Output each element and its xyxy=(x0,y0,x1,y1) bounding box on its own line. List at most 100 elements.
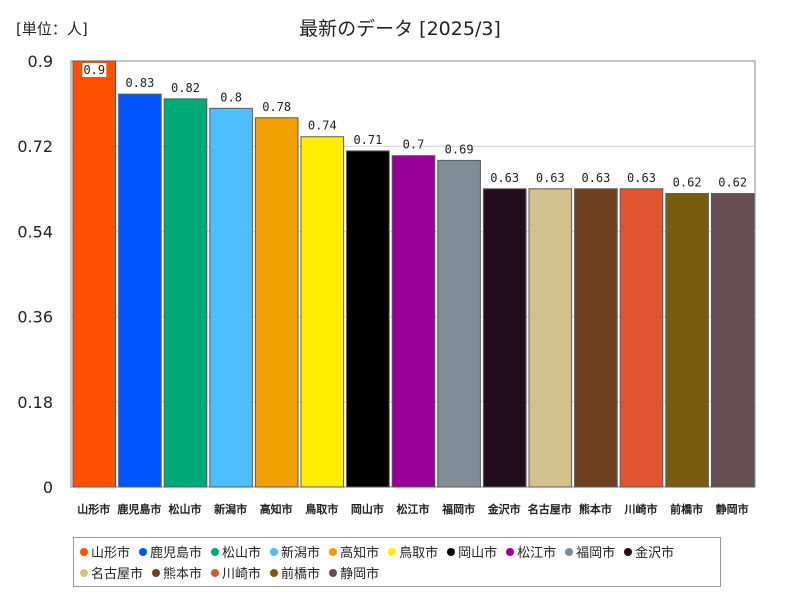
legend-item: 鳥取市 xyxy=(388,541,438,562)
x-tick-label: 松山市 xyxy=(169,502,202,516)
bar xyxy=(254,117,299,488)
bar xyxy=(574,188,618,488)
bar xyxy=(163,98,208,488)
bar xyxy=(619,188,664,488)
legend-item: 高知市 xyxy=(329,541,379,562)
legend-marker xyxy=(624,547,633,556)
value-label: 0.82 xyxy=(171,81,200,95)
bar xyxy=(72,60,117,488)
legend-label: 前橋市 xyxy=(281,567,321,582)
legend-marker xyxy=(447,547,456,556)
value-label: 0.63 xyxy=(536,171,565,185)
legend-marker xyxy=(80,547,88,556)
bar xyxy=(482,188,527,488)
value-label-bg xyxy=(82,63,107,77)
legend-marker xyxy=(388,547,397,556)
value-label: 0.69 xyxy=(445,142,474,156)
value-label: 0.74 xyxy=(308,119,337,133)
legend-marker xyxy=(329,547,338,556)
x-tick-label: 高知市 xyxy=(260,502,293,516)
x-tick-label: 前橋市 xyxy=(670,502,703,516)
legend-marker xyxy=(565,547,574,556)
legend-item: 名古屋市 xyxy=(80,562,143,583)
x-tick-label: 熊本市 xyxy=(579,502,612,516)
legend-label: 熊本市 xyxy=(163,567,203,582)
legend-item: 前橋市 xyxy=(270,562,320,583)
x-tick-label: 名古屋市 xyxy=(528,502,572,516)
legend-label: 松山市 xyxy=(222,546,262,561)
legend-item: 金沢市 xyxy=(624,541,674,562)
bar xyxy=(118,93,162,488)
legend-label: 鳥取市 xyxy=(399,546,439,561)
bar xyxy=(300,136,345,488)
legend-item: 鹿児島市 xyxy=(139,541,202,562)
x-tick-label: 鹿児島市 xyxy=(117,502,161,516)
value-label: 0.7 xyxy=(403,138,425,152)
x-tick-label: 新潟市 xyxy=(214,502,247,516)
legend-label: 新潟市 xyxy=(281,546,321,561)
legend-label: 岡山市 xyxy=(458,546,498,561)
legend-marker xyxy=(211,547,220,556)
unit-label: [単位：人] xyxy=(16,20,88,38)
legend-label: 福岡市 xyxy=(576,546,616,561)
legend-item: 山形市 xyxy=(80,541,130,562)
value-label: 0.8 xyxy=(220,90,242,104)
legend-marker xyxy=(270,547,279,556)
bar xyxy=(528,188,573,488)
x-tick-label: 金沢市 xyxy=(487,502,521,516)
legend-label: 名古屋市 xyxy=(91,567,144,582)
bar xyxy=(665,193,709,488)
legend-label: 川崎市 xyxy=(222,567,262,582)
value-label: 0.63 xyxy=(490,171,519,185)
y-tick-label: 0 xyxy=(43,478,53,497)
legend-marker xyxy=(152,568,161,577)
legend-marker xyxy=(139,547,148,556)
y-tick-label: 0.18 xyxy=(17,393,53,412)
legend-marker xyxy=(80,568,88,577)
value-label: 0.78 xyxy=(262,100,291,114)
y-tick-label: 0.9 xyxy=(28,52,53,71)
legend-item: 熊本市 xyxy=(152,562,202,583)
x-tick-label: 鳥取市 xyxy=(305,502,338,516)
legend-label: 松江市 xyxy=(517,546,557,561)
legend-marker xyxy=(506,547,515,556)
x-tick-label: 静岡市 xyxy=(716,502,749,516)
legend-item: 岡山市 xyxy=(447,541,497,562)
legend-marker xyxy=(270,568,279,577)
legend-label: 山形市 xyxy=(91,546,131,561)
bar xyxy=(710,193,755,488)
y-tick-label: 0.72 xyxy=(17,137,53,156)
value-label: 0.83 xyxy=(125,76,154,90)
legend-label: 高知市 xyxy=(340,546,380,561)
bar xyxy=(391,155,436,488)
legend-label: 鹿児島市 xyxy=(150,546,203,561)
legend-item: 松江市 xyxy=(506,541,556,562)
legend-item: 静岡市 xyxy=(329,562,379,583)
legend: 山形市 鹿児島市 松山市 新潟市 高知市 鳥取市 岡山市 松江市 福岡市 金沢市名古屋市 熊本市 川崎… xyxy=(73,537,721,587)
legend-label: 静岡市 xyxy=(340,567,380,582)
x-tick-label: 山形市 xyxy=(77,502,110,516)
bar xyxy=(437,159,481,488)
bar xyxy=(209,107,253,488)
x-tick-label: 松江市 xyxy=(397,502,430,516)
value-label: 0.62 xyxy=(718,176,747,190)
value-label: 0.63 xyxy=(581,171,610,185)
value-label: 0.62 xyxy=(673,176,702,190)
y-tick-label: 0.54 xyxy=(17,222,53,241)
legend-item: 福岡市 xyxy=(565,541,615,562)
legend-item: 松山市 xyxy=(211,541,261,562)
legend-item: 新潟市 xyxy=(270,541,320,562)
value-label: 0.71 xyxy=(353,133,382,147)
bar xyxy=(346,150,390,488)
y-tick-label: 0.36 xyxy=(17,308,53,327)
legend-marker xyxy=(211,568,220,577)
legend-label: 金沢市 xyxy=(635,546,675,561)
x-tick-label: 岡山市 xyxy=(351,502,384,516)
chart-title: 最新のデータ [2025/3] xyxy=(299,18,501,40)
legend-item: 川崎市 xyxy=(211,562,261,583)
x-tick-label: 川崎市 xyxy=(624,502,658,516)
value-label: 0.9 xyxy=(83,63,105,77)
x-tick-label: 福岡市 xyxy=(441,502,475,516)
value-label: 0.63 xyxy=(627,171,656,185)
